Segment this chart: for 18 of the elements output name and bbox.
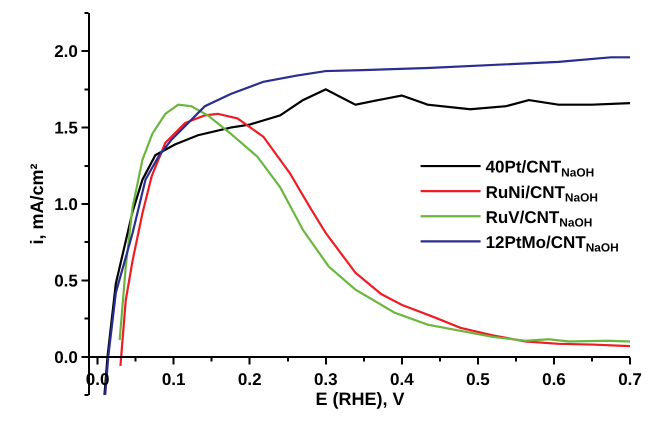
y-tick-label: 1.0 xyxy=(54,194,78,214)
x-tick-label: 0.6 xyxy=(542,370,566,389)
y-tick-label: 1.5 xyxy=(54,118,78,138)
y-tick-label: 2.0 xyxy=(54,42,78,62)
x-axis-title: E (RHE), V xyxy=(315,388,405,409)
x-tick-label: 0.4 xyxy=(390,370,414,389)
x-tick-label: 0.1 xyxy=(162,370,186,389)
y-axis-title: i, mA/cm² xyxy=(26,163,47,245)
y-tick-label: 0.0 xyxy=(54,348,78,367)
legend-label: RuV/CNT$_{NaOH}$ xyxy=(486,208,592,230)
x-tick-label: 0.2 xyxy=(238,370,262,389)
legend-label: 12PtMo/CNT$_{NaOH}$ xyxy=(486,232,619,255)
legend-label: 40Pt/CNT$_{NaOH}$ xyxy=(486,158,594,180)
legend-label: RuNi/CNT$_{NaOH}$ xyxy=(486,182,598,204)
x-tick-label: 0.5 xyxy=(466,370,490,389)
x-tick-label: 0.7 xyxy=(618,370,642,389)
x-tick-label: 0.3 xyxy=(314,370,338,389)
y-tick-label: 0.5 xyxy=(54,271,78,290)
